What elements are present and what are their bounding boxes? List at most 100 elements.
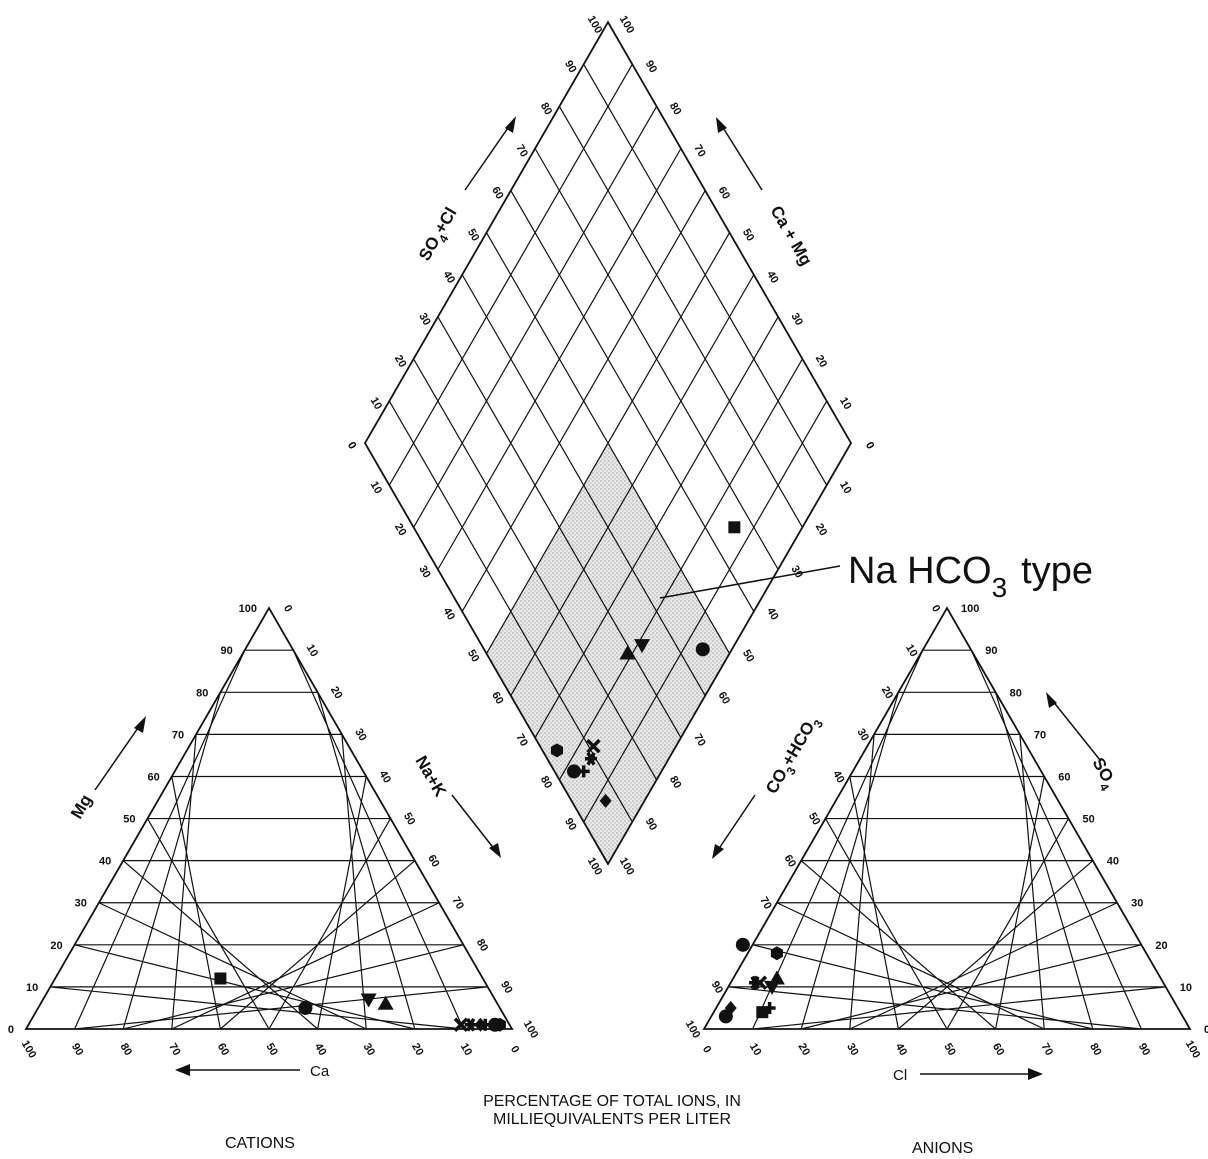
cl-axis-label: Cl bbox=[893, 1067, 907, 1084]
diamond-grid-b bbox=[583, 64, 828, 486]
diamond-so4cl-tick: 40 bbox=[441, 269, 458, 286]
cation-ca-tick: 60 bbox=[215, 1041, 232, 1058]
diamond-nak-tick: 50 bbox=[465, 648, 482, 665]
cation-grid-b bbox=[268, 818, 392, 1030]
anion-so4-tick: 100 bbox=[961, 603, 979, 615]
cation-ca-tick: 20 bbox=[409, 1041, 426, 1058]
cation-grid-a bbox=[50, 986, 464, 1030]
anion-cl-tick: 50 bbox=[941, 1041, 958, 1058]
diamond-grid-a bbox=[461, 190, 706, 612]
diamond-sample-marker bbox=[586, 738, 601, 754]
cation-mg-tick: 90 bbox=[220, 645, 232, 657]
so4-cl-axis-label: SO4+Cl bbox=[415, 204, 465, 266]
cation-frame bbox=[24, 606, 514, 1030]
cation-sample-marker bbox=[298, 1000, 313, 1015]
cation-sample-marker bbox=[474, 1017, 487, 1032]
anion-cl-tick: 0 bbox=[700, 1044, 713, 1055]
anion-co3-tick: 90 bbox=[709, 979, 726, 996]
cations-label: CATIONS bbox=[225, 1135, 295, 1152]
na-hco3-type-annotation: Na HCO3 type bbox=[848, 550, 1093, 603]
co3-hco3-axis-label: CO3+HCO3 bbox=[762, 712, 826, 799]
cation-nak-tick: 100 bbox=[521, 1019, 541, 1041]
diamond-frame bbox=[363, 20, 853, 866]
anions-label: ANIONS bbox=[912, 1140, 973, 1157]
diamond-co3hco3-tick: 40 bbox=[764, 606, 781, 623]
diamond-co3hco3-tick: 50 bbox=[740, 648, 757, 665]
anion-so4-tick: 0 bbox=[1204, 1024, 1208, 1036]
diamond-so4cl-tick: 90 bbox=[562, 59, 579, 76]
anion-grid-b bbox=[995, 776, 1045, 1030]
anion-sample-marker bbox=[724, 1000, 737, 1015]
anion-co3-tick: 40 bbox=[830, 769, 847, 786]
diamond-grid-b bbox=[534, 148, 779, 570]
diamond-co3hco3-tick: 90 bbox=[643, 816, 660, 833]
cation-mg-tick: 20 bbox=[50, 940, 62, 952]
cation-ca-tick: 0 bbox=[508, 1044, 521, 1055]
anion-co3-tick: 70 bbox=[757, 895, 774, 912]
cation-mg-tick: 80 bbox=[196, 687, 208, 699]
diamond-sample-marker bbox=[584, 751, 597, 766]
cation-axis-labels: Mg Na+K Ca CATIONS bbox=[67, 716, 501, 1152]
anion-so4-tick: 70 bbox=[1034, 729, 1046, 741]
diamond-sample-marker bbox=[599, 793, 612, 808]
cation-ca-tick: 50 bbox=[263, 1041, 280, 1058]
diamond-nak-tick: 30 bbox=[416, 564, 433, 581]
anion-co3-tick: 20 bbox=[879, 684, 896, 701]
cation-sample-marker bbox=[487, 1017, 502, 1032]
diamond-nak-tick: 60 bbox=[489, 690, 506, 707]
cation-nak-tick: 60 bbox=[425, 853, 442, 870]
cation-mg-tick: 60 bbox=[148, 771, 160, 783]
diamond-co3hco3-tick: 0 bbox=[863, 440, 876, 451]
diamond-camg-tick: 60 bbox=[716, 185, 733, 202]
diamond-sample-marker bbox=[550, 743, 564, 758]
diamond-co3hco3-tick: 100 bbox=[617, 856, 637, 878]
diamond-so4cl-tick: 60 bbox=[489, 185, 506, 202]
anion-sample-marker bbox=[763, 1001, 776, 1014]
cation-mg-tick: 10 bbox=[26, 982, 38, 994]
anion-grid-b bbox=[995, 692, 1094, 1030]
anion-axis-labels: Cl ANIONS SO4 CO3+HCO3 bbox=[712, 692, 1117, 1157]
diamond-camg-tick: 100 bbox=[617, 14, 637, 36]
anion-cl-tick: 70 bbox=[1039, 1041, 1056, 1058]
na-k-axis-label: Na+K bbox=[412, 753, 451, 801]
diamond-sample-marker bbox=[577, 765, 590, 778]
diamond-so4cl-tick: 10 bbox=[368, 395, 385, 412]
cation-mg-tick: 100 bbox=[239, 603, 257, 615]
diamond-grid-a bbox=[388, 64, 633, 486]
cation-ca-tick: 40 bbox=[312, 1041, 329, 1058]
anion-grid-a bbox=[752, 944, 1093, 1030]
anion-co3-tick: 10 bbox=[903, 642, 920, 659]
diamond-so4cl-tick: 50 bbox=[465, 227, 482, 244]
cation-ca-tick: 90 bbox=[69, 1041, 86, 1058]
cation-ca-tick: 100 bbox=[19, 1039, 39, 1061]
anion-so4-tick: 90 bbox=[985, 645, 997, 657]
diamond-sample-marker bbox=[634, 639, 651, 654]
anion-co3-tick: 100 bbox=[683, 1019, 703, 1041]
diamond-camg-tick: 70 bbox=[691, 143, 708, 160]
diamond-co3hco3-tick: 70 bbox=[691, 732, 708, 749]
anion-grid-b bbox=[970, 649, 1142, 1030]
ca-axis-label: Ca bbox=[310, 1063, 330, 1080]
cation-nak-tick: 30 bbox=[352, 727, 369, 744]
diamond-grid-b bbox=[485, 232, 731, 654]
anion-cl-tick: 90 bbox=[1136, 1041, 1153, 1058]
sample-markers bbox=[214, 521, 785, 1033]
cation-grid-a bbox=[146, 818, 270, 1030]
anion-cl-tick: 80 bbox=[1087, 1041, 1104, 1058]
diamond-nak-tick: 90 bbox=[562, 816, 579, 833]
cation-nak-tick: 50 bbox=[401, 811, 418, 828]
anion-sample-marker bbox=[770, 946, 783, 961]
cation-grid-a bbox=[74, 944, 415, 1030]
cation-grid-b bbox=[292, 649, 464, 1030]
cation-nak-tick: 70 bbox=[449, 895, 466, 912]
diamond-grid-b bbox=[558, 106, 803, 528]
anion-cl-tick: 10 bbox=[747, 1041, 764, 1058]
anion-cl-tick: 100 bbox=[1183, 1039, 1203, 1061]
anion-grid-b bbox=[946, 818, 1070, 1030]
anion-so4-tick: 50 bbox=[1083, 814, 1095, 826]
cation-ca-tick: 80 bbox=[118, 1041, 135, 1058]
diamond-camg-tick: 30 bbox=[788, 311, 805, 328]
cation-sample-marker bbox=[214, 972, 227, 985]
anion-cl-tick: 60 bbox=[990, 1041, 1007, 1058]
